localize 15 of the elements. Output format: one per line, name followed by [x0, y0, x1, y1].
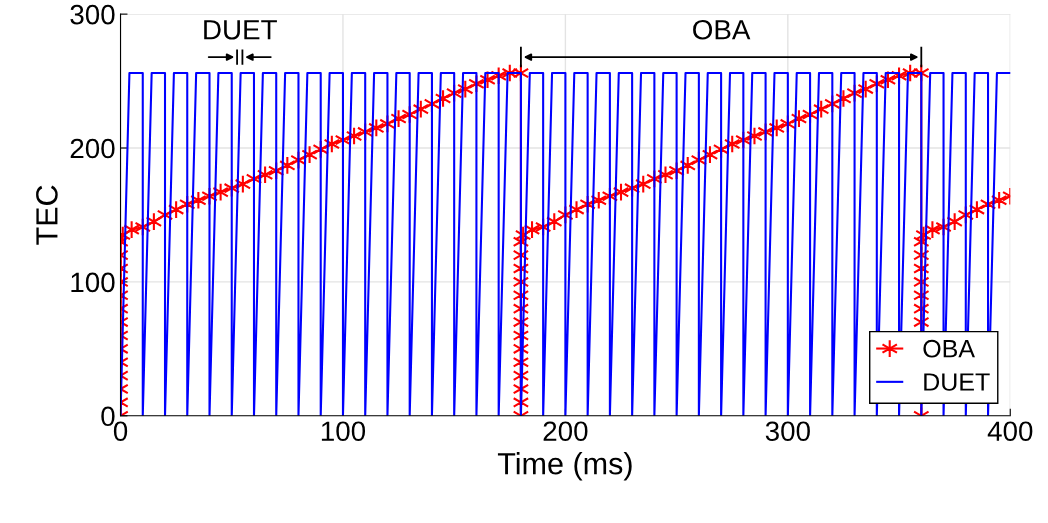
x-tick-label: 300 — [765, 421, 810, 442]
y-axis-title: TEC — [36, 185, 58, 245]
y-tick-label: 0 — [101, 406, 115, 427]
x-tick-label: 0 — [113, 421, 128, 442]
annotation: OBA — [693, 19, 751, 40]
x-axis-title: Time (ms) — [497, 452, 632, 481]
legend-label: OBA — [923, 339, 975, 358]
y-tick-label: 300 — [70, 4, 115, 25]
x-tick-label: 200 — [543, 421, 588, 442]
x-tick-label: 400 — [987, 421, 1033, 442]
legend-label: DUET — [924, 373, 990, 391]
y-tick-label: 100 — [71, 272, 115, 293]
y-tick-label: 200 — [70, 138, 115, 159]
x-tick-label: 100 — [321, 421, 366, 442]
annotation: DUET — [204, 20, 277, 40]
